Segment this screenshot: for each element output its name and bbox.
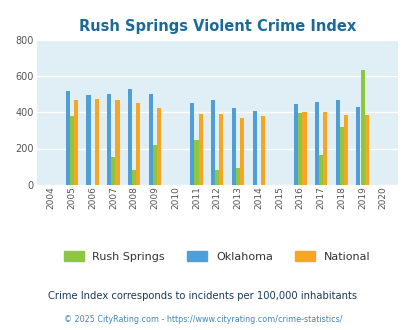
Bar bbox=[70, 116, 74, 185]
Bar bbox=[215, 170, 219, 185]
Bar bbox=[94, 99, 98, 185]
Title: Rush Springs Violent Crime Index: Rush Springs Violent Crime Index bbox=[79, 19, 355, 34]
Text: Crime Index corresponds to incidents per 100,000 inhabitants: Crime Index corresponds to incidents per… bbox=[48, 291, 357, 301]
Bar bbox=[132, 170, 136, 185]
Bar bbox=[194, 140, 198, 185]
Bar bbox=[111, 157, 115, 185]
Bar bbox=[136, 103, 140, 185]
Bar bbox=[297, 113, 302, 185]
Text: © 2025 CityRating.com - https://www.cityrating.com/crime-statistics/: © 2025 CityRating.com - https://www.city… bbox=[64, 315, 341, 324]
Bar bbox=[152, 145, 157, 185]
Bar bbox=[190, 103, 194, 185]
Bar bbox=[74, 100, 78, 185]
Bar bbox=[231, 108, 235, 185]
Bar bbox=[356, 107, 360, 185]
Bar bbox=[343, 115, 347, 185]
Bar bbox=[239, 118, 243, 185]
Bar bbox=[66, 91, 70, 185]
Legend: Rush Springs, Oklahoma, National: Rush Springs, Oklahoma, National bbox=[59, 247, 374, 266]
Bar bbox=[293, 104, 297, 185]
Bar bbox=[322, 112, 326, 185]
Bar bbox=[115, 100, 119, 185]
Bar bbox=[360, 70, 364, 185]
Bar bbox=[198, 114, 202, 185]
Bar bbox=[318, 155, 322, 185]
Bar bbox=[252, 111, 256, 185]
Bar bbox=[314, 102, 318, 185]
Bar bbox=[128, 89, 132, 185]
Bar bbox=[235, 168, 239, 185]
Bar bbox=[86, 95, 90, 185]
Bar bbox=[107, 94, 111, 185]
Bar bbox=[219, 114, 223, 185]
Bar bbox=[302, 112, 306, 185]
Bar bbox=[339, 127, 343, 185]
Bar bbox=[364, 115, 368, 185]
Bar bbox=[260, 116, 264, 185]
Bar bbox=[335, 100, 339, 185]
Bar bbox=[148, 94, 152, 185]
Bar bbox=[157, 108, 161, 185]
Bar bbox=[211, 100, 215, 185]
